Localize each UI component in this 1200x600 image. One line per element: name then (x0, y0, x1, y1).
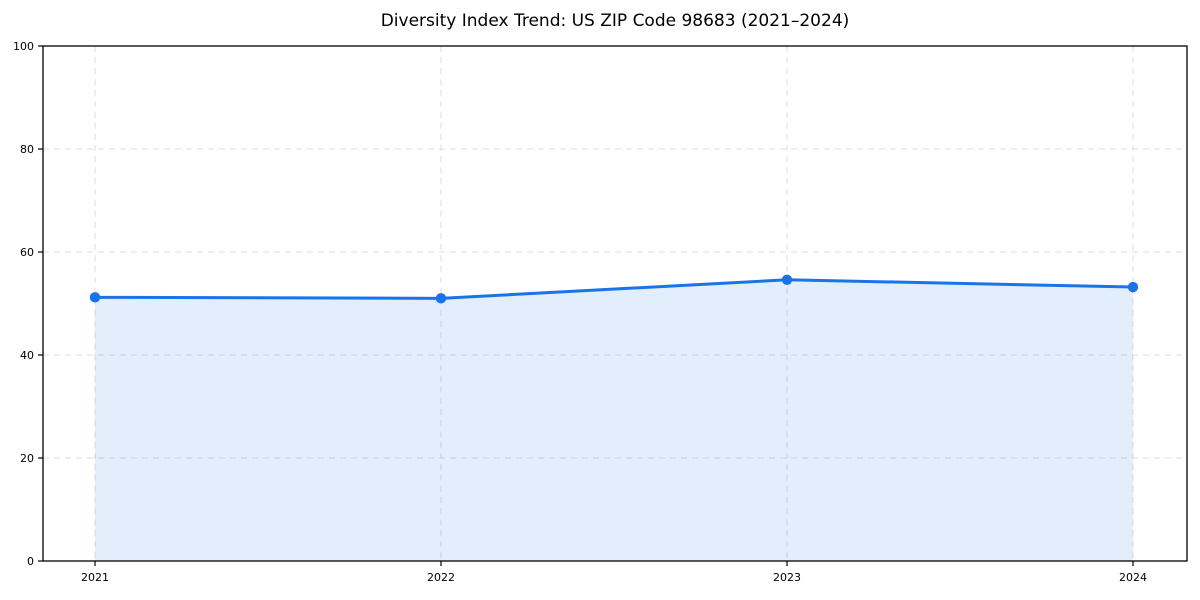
trend-line (93, 278, 1135, 300)
gridlines (43, 46, 1187, 561)
y-axis: 0 20 40 60 80 100 (13, 40, 43, 568)
data-point-2024 (1127, 281, 1139, 293)
x-tick-label-2024: 2024 (1119, 571, 1147, 584)
chart-title: Diversity Index Trend: US ZIP Code 98683… (380, 11, 850, 31)
y-tick-label-20: 20 (20, 452, 34, 465)
area-fill (95, 279, 1133, 561)
y-tick-label-40: 40 (20, 349, 34, 362)
y-tick-label-80: 80 (20, 143, 34, 156)
y-tick-label-0: 0 (27, 555, 34, 568)
data-point-2021 (89, 292, 101, 303)
x-axis: 2021 2022 2023 2024 (81, 561, 1147, 584)
x-tick-label-2023: 2023 (773, 571, 801, 584)
data-point-2023 (781, 274, 793, 286)
y-tick-label-60: 60 (20, 246, 34, 259)
data-points (89, 274, 1139, 304)
data-point-2022 (435, 293, 447, 304)
x-tick-label-2022: 2022 (427, 571, 455, 584)
y-tick-label-100: 100 (13, 40, 34, 53)
plot-border (42, 45, 1188, 562)
x-tick-label-2021: 2021 (81, 571, 109, 584)
